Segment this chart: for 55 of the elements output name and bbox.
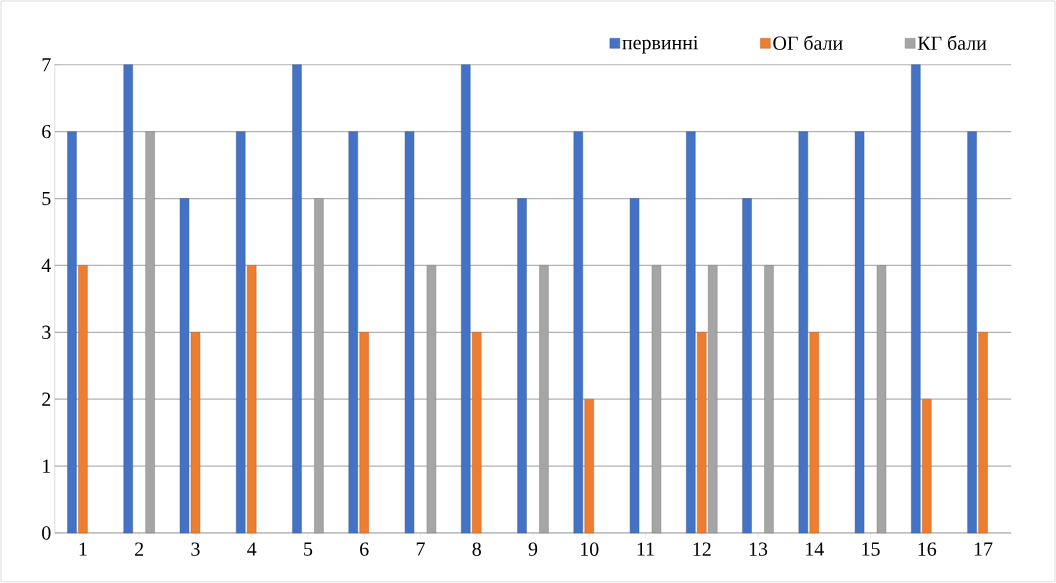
bar xyxy=(359,332,369,534)
bar xyxy=(854,131,865,534)
bar xyxy=(348,131,358,534)
bar xyxy=(190,332,201,534)
bar xyxy=(629,198,640,534)
y-tick-label: 5 xyxy=(42,192,51,206)
x-tick-label: 10 xyxy=(581,542,599,557)
x-tick-label: 14 xyxy=(806,542,824,556)
bar xyxy=(686,131,696,534)
bar xyxy=(404,131,415,534)
bar xyxy=(573,131,583,534)
x-tick-label: 12 xyxy=(693,542,711,556)
x-tick-label: 9 xyxy=(528,542,538,556)
x-tick-label: 8 xyxy=(472,542,481,557)
bar xyxy=(584,399,594,534)
bar xyxy=(809,332,819,534)
x-tick-label: 6 xyxy=(360,542,369,556)
x-tick-label: 13 xyxy=(749,542,768,556)
x-tick-label: 5 xyxy=(304,542,313,556)
x-tick-label: 15 xyxy=(862,542,880,556)
legend-label: ОГ бали xyxy=(773,35,843,50)
bar xyxy=(742,198,752,534)
x-tick-label: 16 xyxy=(918,542,937,556)
x-tick-label: 2 xyxy=(135,542,144,556)
bar xyxy=(461,64,471,534)
y-tick-label: 4 xyxy=(41,258,51,273)
legend-label: КГ бали xyxy=(917,35,987,50)
y-tick-label: 7 xyxy=(42,58,51,72)
bar xyxy=(978,332,988,534)
bar xyxy=(967,131,977,534)
bar xyxy=(697,332,707,534)
bar xyxy=(179,198,190,534)
x-tick-label: 17 xyxy=(974,542,993,556)
bar xyxy=(123,64,133,534)
bar xyxy=(517,198,527,534)
y-tick-label: 0 xyxy=(42,526,51,540)
y-tick-label: 1 xyxy=(43,459,51,473)
y-tick-label: 2 xyxy=(42,392,51,406)
legend-label: первинні xyxy=(622,36,699,54)
bar xyxy=(236,131,246,534)
x-tick-label: 11 xyxy=(637,542,654,556)
x-tick-label: 3 xyxy=(191,542,200,556)
x-tick-label: 1 xyxy=(79,542,87,556)
y-tick-label: 6 xyxy=(42,125,51,139)
bar xyxy=(798,131,808,534)
bar xyxy=(472,332,482,534)
bar xyxy=(292,64,302,534)
bar xyxy=(922,399,932,534)
bar xyxy=(247,265,257,534)
bar xyxy=(78,265,88,534)
bar xyxy=(911,64,921,534)
bar xyxy=(67,131,77,534)
x-tick-label: 7 xyxy=(416,542,425,556)
x-tick-label: 4 xyxy=(247,542,257,556)
y-tick-label: 3 xyxy=(42,325,51,340)
